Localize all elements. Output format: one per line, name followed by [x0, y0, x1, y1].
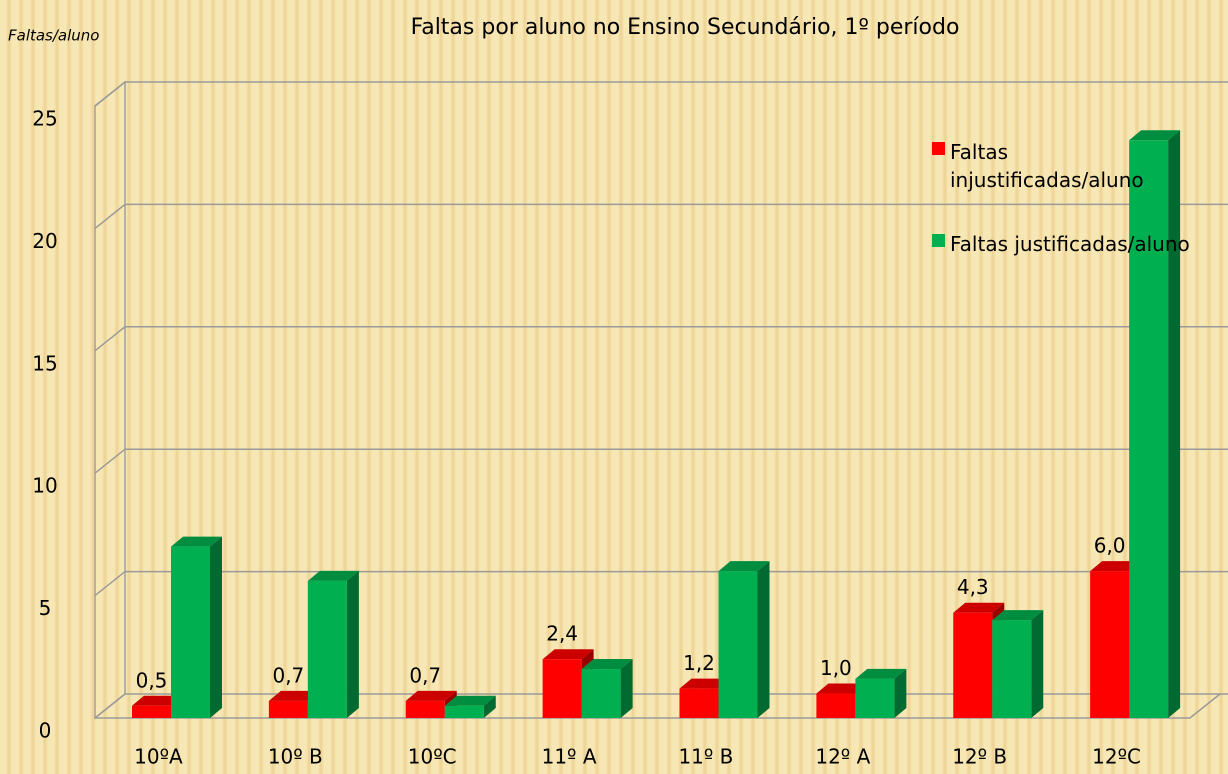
x-tick-label: 10ºA: [134, 745, 183, 769]
bar-top: [171, 536, 222, 547]
bar: [992, 620, 1032, 718]
bar: [581, 669, 621, 718]
bar-side: [483, 695, 496, 718]
y-axis-label: Faltas/aluno: [8, 27, 99, 45]
data-label: 0,7: [272, 663, 304, 687]
grid-line: [94, 448, 1228, 474]
bar-top: [816, 683, 868, 694]
grid-line: [94, 81, 1228, 107]
data-label: 6,0: [1094, 534, 1126, 558]
bar-top: [405, 690, 457, 701]
floor-front: [95, 693, 1221, 719]
data-label: 1,0: [820, 656, 852, 680]
bar: [268, 700, 308, 718]
grid-line: [94, 570, 1228, 597]
chart-title: Faltas por aluno no Ensino Secundário, 1…: [411, 15, 960, 40]
y-tick-label: 0: [39, 719, 52, 743]
x-tick-label: 11º B: [678, 745, 733, 769]
data-label: 4,3: [957, 575, 989, 599]
bar: [1129, 140, 1169, 719]
bar-top: [855, 668, 907, 679]
bar-top: [268, 690, 320, 701]
bar-side: [894, 668, 907, 718]
side-wall: [94, 80, 126, 720]
bar: [855, 678, 895, 718]
legend-label: Faltas injustificadas/aluno: [950, 140, 1144, 192]
x-tick-label: 12º A: [815, 745, 870, 769]
bar-top: [542, 649, 594, 660]
y-tick-label: 20: [32, 229, 57, 253]
grid-line: [94, 203, 1228, 229]
bar-top: [444, 695, 496, 706]
bar: [953, 612, 993, 718]
bar: [679, 688, 719, 718]
bar: [816, 693, 856, 718]
data-label: 1,2: [683, 651, 715, 675]
x-tick-label: 10º B: [268, 745, 323, 769]
bar: [171, 546, 210, 718]
y-tick-label: 5: [39, 596, 52, 620]
bar: [718, 571, 758, 718]
grid-line: [94, 326, 1228, 352]
x-tick-label: 12º B: [952, 745, 1007, 769]
bar-top: [718, 561, 770, 572]
x-tick-label: 10ºC: [408, 745, 457, 769]
y-tick-label: 25: [32, 107, 57, 131]
bar-side: [210, 536, 222, 718]
bar-top: [581, 659, 633, 670]
legend-swatch: [932, 142, 945, 155]
bar: [444, 705, 484, 718]
bar-top: [307, 570, 359, 581]
bar: [307, 580, 347, 718]
bar-side: [1168, 130, 1181, 719]
bar-top: [953, 602, 1005, 613]
bar-top: [1129, 130, 1181, 141]
legend-swatch: [932, 234, 945, 247]
bar: [542, 659, 582, 718]
bar-top: [1090, 561, 1142, 572]
bar: [132, 705, 171, 718]
legend-label: Faltas justificadas/aluno: [950, 232, 1190, 256]
bar-side: [757, 561, 770, 718]
x-tick-label: 11º A: [542, 745, 597, 769]
data-label: 0,5: [136, 668, 168, 692]
bar-side: [346, 570, 359, 718]
bar-side: [1031, 610, 1044, 718]
x-tick-label: 12ºC: [1092, 745, 1141, 769]
bar: [405, 700, 445, 718]
bar-top: [992, 610, 1044, 621]
bar: [1090, 571, 1130, 718]
grid-line: [94, 693, 1228, 719]
y-tick-label: 10: [32, 474, 57, 498]
bar-top: [132, 695, 183, 706]
bar-side: [620, 659, 633, 718]
data-label: 2,4: [546, 622, 578, 646]
y-tick-label: 15: [32, 351, 57, 375]
bar-top: [679, 678, 731, 689]
data-label: 0,7: [409, 663, 441, 687]
